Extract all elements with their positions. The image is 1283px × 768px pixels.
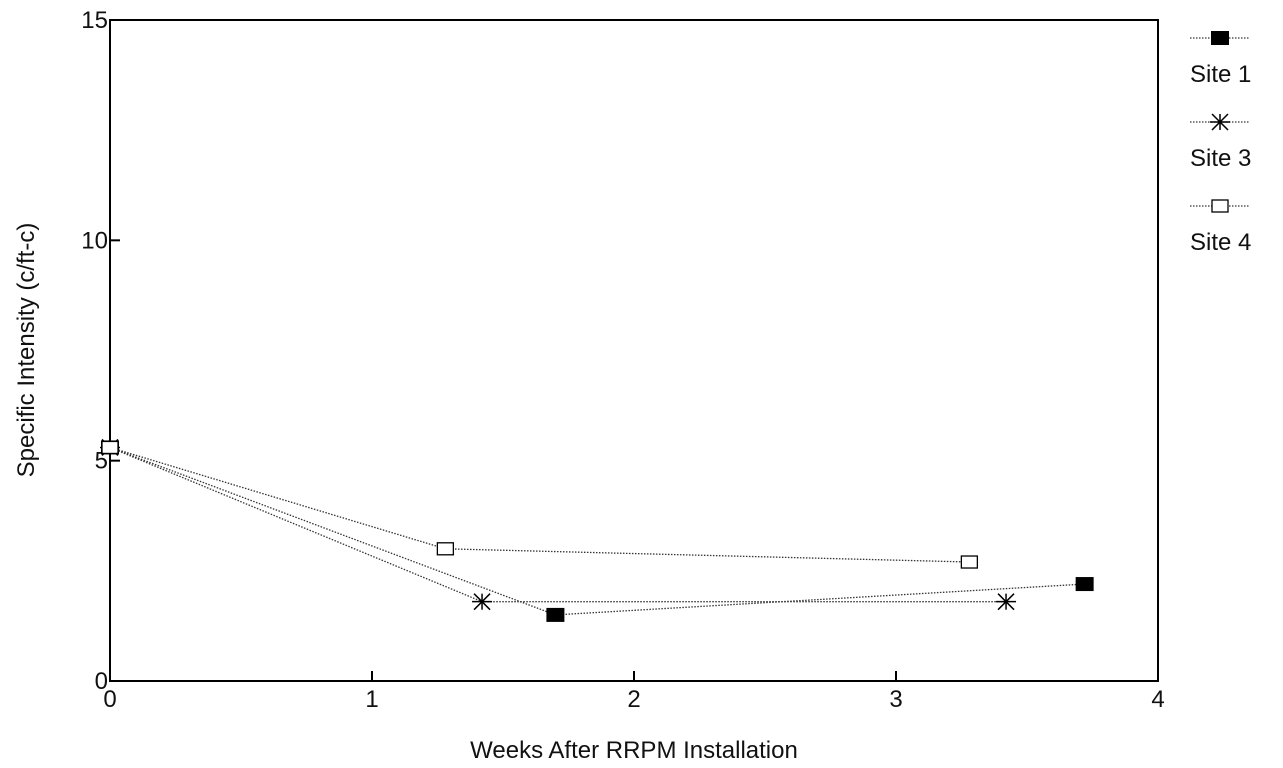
data-point: [1076, 577, 1094, 591]
legend-item: Site 1: [1190, 31, 1251, 88]
x-axis-label: Weeks After RRPM Installation: [470, 737, 798, 764]
y-tick-label: 0: [95, 668, 108, 695]
y-axis-label: Specific Intensity (c/ft-c): [13, 223, 40, 478]
legend-marker: [1210, 114, 1230, 130]
data-point: [437, 543, 453, 555]
legend-marker: [1211, 31, 1229, 45]
legend-label: Site 4: [1190, 229, 1251, 256]
legend-item: Site 3: [1190, 114, 1251, 172]
series-line: [110, 447, 1006, 601]
x-tick-label: 2: [627, 686, 640, 713]
y-tick-label: 10: [81, 227, 108, 254]
legend-label: Site 1: [1190, 61, 1251, 88]
y-tick-label: 15: [81, 7, 108, 34]
data-point: [961, 556, 977, 568]
data-point: [472, 594, 492, 610]
series-site-1: [101, 440, 1094, 621]
series-line: [110, 447, 1085, 614]
x-tick-label: 4: [1151, 686, 1164, 713]
data-point: [546, 608, 564, 622]
legend: Site 1 Site 3 Site 4: [1190, 31, 1251, 256]
series-site-3: [100, 439, 1016, 609]
x-tick-label: 3: [889, 686, 902, 713]
data-point: [102, 441, 118, 453]
series-site-4: [102, 441, 977, 568]
series-layer: [100, 439, 1094, 621]
x-tick-label: 1: [365, 686, 378, 713]
series-line: [110, 447, 969, 562]
legend-marker: [1212, 200, 1228, 212]
data-point: [996, 594, 1016, 610]
plot-area: [110, 20, 1158, 681]
legend-item: Site 4: [1190, 200, 1251, 256]
legend-label: Site 3: [1190, 145, 1251, 172]
